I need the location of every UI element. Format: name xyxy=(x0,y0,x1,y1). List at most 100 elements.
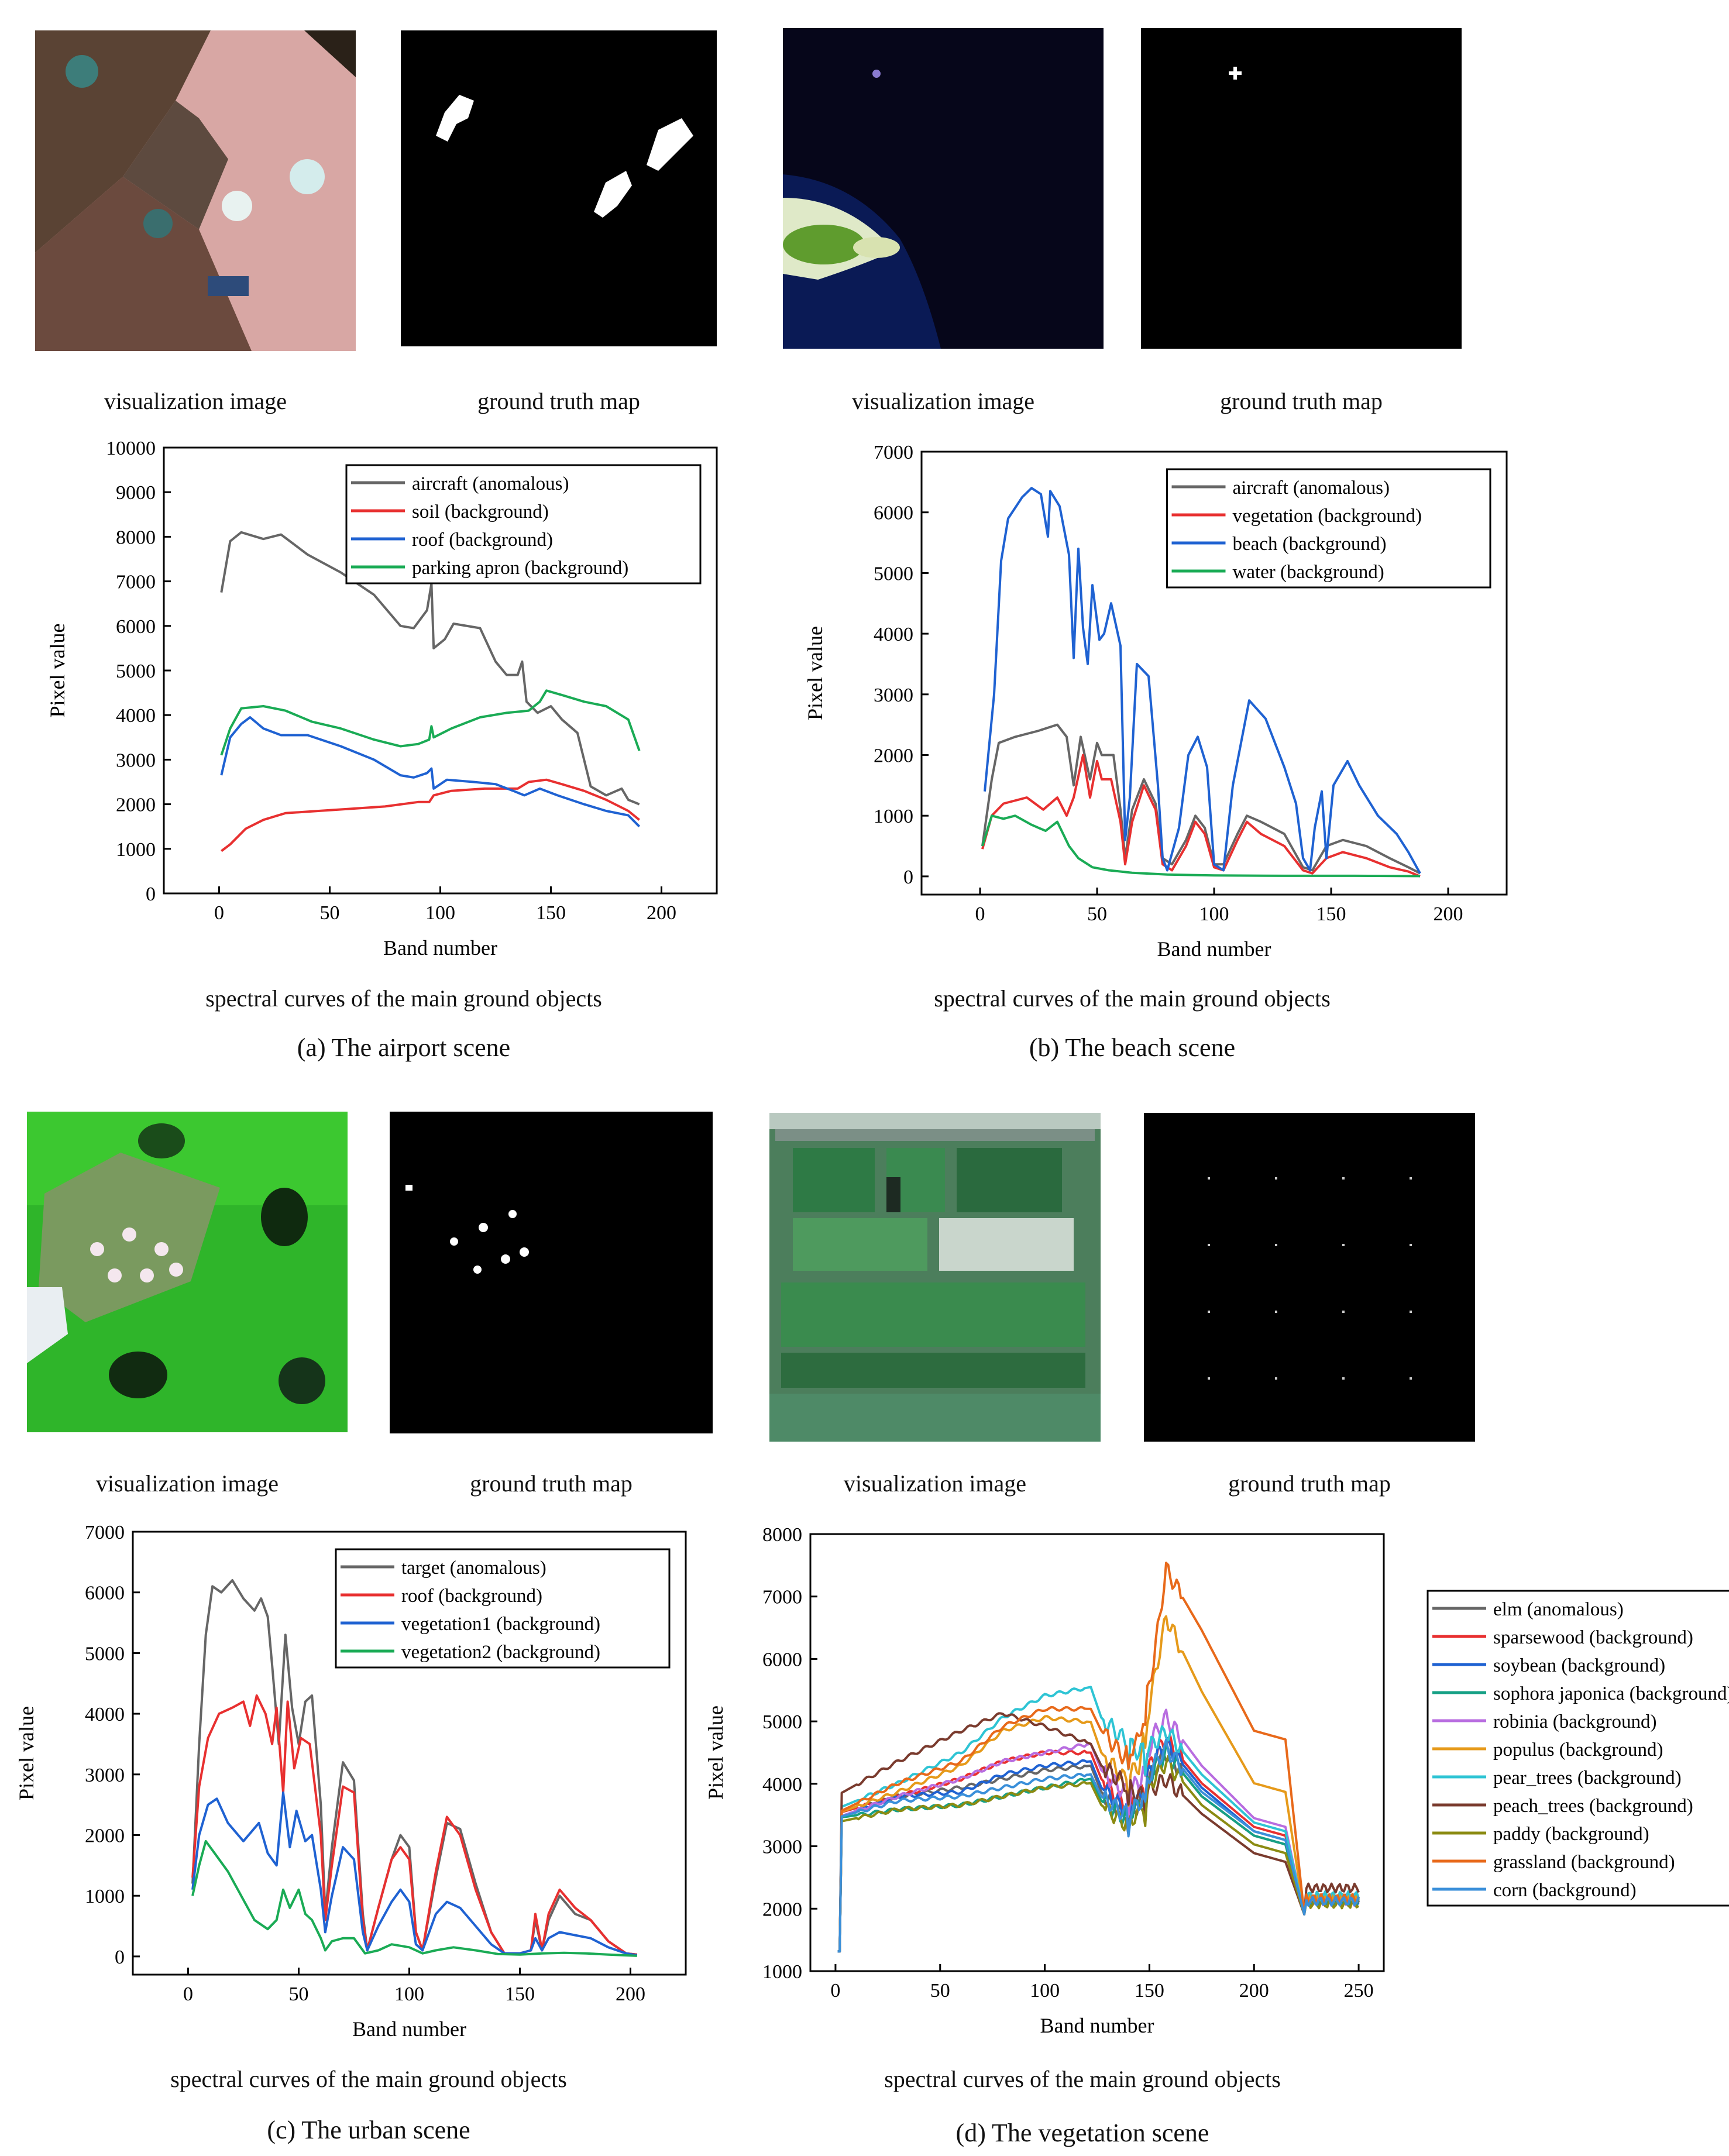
caption-gt-b: ground truth map xyxy=(1220,388,1383,414)
y-tick-label: 6000 xyxy=(762,1649,802,1670)
series-line xyxy=(837,1562,1360,1953)
legend-box xyxy=(1166,468,1491,589)
y-axis-label: Pixel value xyxy=(15,1706,38,1800)
x-axis-label: Band number xyxy=(1157,937,1271,961)
x-tick-label: 0 xyxy=(830,1980,840,2002)
series-line xyxy=(837,1708,1360,1953)
series-line xyxy=(981,814,1421,878)
legend-entry: populus (background) xyxy=(1493,1739,1663,1760)
legend-entry: target (anomalous) xyxy=(401,1557,546,1579)
x-tick-label: 100 xyxy=(1199,903,1229,925)
y-tick-label: 0 xyxy=(903,866,913,888)
y-tick-label: 2000 xyxy=(874,745,913,766)
airport-spectral-chart: 0 50 100 150 2000100020003000400050006000700… xyxy=(46,438,718,960)
x-axis-label: Band number xyxy=(383,936,497,960)
legend-entry: sparsewood (background) xyxy=(1493,1627,1693,1648)
legend-box xyxy=(345,464,702,584)
legend-entry: pear_trees (background) xyxy=(1493,1768,1682,1789)
series-line xyxy=(191,1839,637,1957)
legend-entry: aircraft (anomalous) xyxy=(1233,477,1390,498)
airport-ground-truth-map xyxy=(401,30,717,346)
y-tick-label: 8000 xyxy=(762,1524,802,1546)
legend-entry: roof (background) xyxy=(412,529,553,551)
y-tick-label: 6000 xyxy=(116,616,156,638)
x-tick-label: 100 xyxy=(1030,1980,1060,2002)
legend-entry: water (background) xyxy=(1233,562,1384,583)
series-line xyxy=(220,689,641,756)
caption-airport-scene: (a) The airport scene xyxy=(297,1033,511,1062)
caption-gt-a: ground truth map xyxy=(477,388,640,414)
legend-entry: parking apron (background) xyxy=(412,558,628,579)
y-tick-label: 4000 xyxy=(116,705,156,727)
legend-entry: roof (background) xyxy=(401,1586,542,1607)
caption-gt-c: ground truth map xyxy=(470,1470,633,1497)
x-tick-label: 150 xyxy=(536,902,566,924)
series-line xyxy=(221,778,640,852)
x-tick-label: 0 xyxy=(183,1983,193,2005)
x-tick-label: 100 xyxy=(394,1983,424,2005)
legend-entry: paddy (background) xyxy=(1493,1824,1649,1845)
vegetation-visualization-image xyxy=(769,1113,1101,1442)
series-line xyxy=(984,487,1421,874)
caption-curves-d: spectral curves of the main ground objec… xyxy=(884,2066,1281,2092)
legend-entry: grassland (background) xyxy=(1493,1852,1675,1873)
x-tick-label: 200 xyxy=(1434,903,1463,925)
y-tick-label: 5000 xyxy=(116,661,156,682)
vegetation-ground-truth-map xyxy=(1144,1113,1475,1442)
y-tick-label: 8000 xyxy=(116,527,156,548)
y-tick-label: 3000 xyxy=(85,1765,125,1786)
series-line xyxy=(837,1735,1360,1953)
series-line xyxy=(191,1694,638,1956)
x-tick-label: 200 xyxy=(647,902,676,924)
caption-vis-b: visualization image xyxy=(851,388,1035,414)
series-line xyxy=(837,1686,1360,1953)
legend-entry: elm (anomalous) xyxy=(1493,1599,1624,1620)
beach-ground-truth-map xyxy=(1141,28,1462,349)
caption-vis-d: visualization image xyxy=(843,1470,1027,1497)
y-tick-label: 2000 xyxy=(762,1899,802,1920)
caption-gt-d: ground truth map xyxy=(1228,1470,1391,1497)
y-tick-label: 4000 xyxy=(762,1774,802,1796)
legend-entry: aircraft (anomalous) xyxy=(412,473,569,494)
y-tick-label: 5000 xyxy=(85,1643,125,1665)
x-tick-label: 0 xyxy=(975,903,985,925)
y-tick-label: 7000 xyxy=(85,1522,125,1543)
caption-vegetation-scene: (d) The vegetation scene xyxy=(955,2119,1209,2147)
urban-ground-truth-map xyxy=(390,1112,713,1433)
legend-entry: vegetation1 (background) xyxy=(401,1614,600,1635)
y-tick-label: 4000 xyxy=(85,1704,125,1725)
legend-entry: robinia (background) xyxy=(1493,1711,1657,1732)
y-tick-label: 3000 xyxy=(874,685,913,706)
caption-beach-scene: (b) The beach scene xyxy=(1029,1033,1236,1062)
airport-visualization-image xyxy=(35,30,356,351)
series-line xyxy=(220,716,641,828)
y-tick-label: 5000 xyxy=(874,563,913,584)
y-tick-label: 1000 xyxy=(116,839,156,861)
legend-entry: peach_trees (background) xyxy=(1493,1796,1693,1817)
beach-spectral-chart: 0 50 100 150 2000100020003000400050006000700… xyxy=(803,442,1508,961)
legend-entry: vegetation (background) xyxy=(1233,506,1422,527)
series-line xyxy=(220,531,640,806)
x-tick-label: 100 xyxy=(425,902,455,924)
legend-entry: beach (background) xyxy=(1233,534,1387,555)
y-tick-label: 6000 xyxy=(874,503,913,524)
caption-curves-b: spectral curves of the main ground objec… xyxy=(934,985,1331,1012)
caption-curves-c: spectral curves of the main ground objec… xyxy=(170,2066,567,2092)
plot-frame xyxy=(809,1533,1385,1972)
x-tick-label: 250 xyxy=(1344,1980,1374,2002)
x-tick-label: 200 xyxy=(1239,1980,1269,2002)
x-tick-label: 150 xyxy=(1316,903,1346,925)
legend-entry: vegetation2 (background) xyxy=(401,1642,600,1663)
x-tick-label: 50 xyxy=(289,1983,309,2005)
y-tick-label: 2000 xyxy=(116,795,156,816)
urban-visualization-image xyxy=(27,1112,348,1432)
beach-visualization-image xyxy=(783,28,1104,349)
series-line xyxy=(191,1791,638,1956)
legend-entry: sophora japonica (background) xyxy=(1493,1683,1729,1704)
x-tick-label: 150 xyxy=(505,1983,535,2005)
x-tick-label: 0 xyxy=(214,902,224,924)
y-tick-label: 5000 xyxy=(762,1711,802,1733)
series-line xyxy=(837,1755,1360,1953)
y-tick-label: 0 xyxy=(115,1947,125,1968)
legend-entry: soybean (background) xyxy=(1493,1655,1665,1676)
